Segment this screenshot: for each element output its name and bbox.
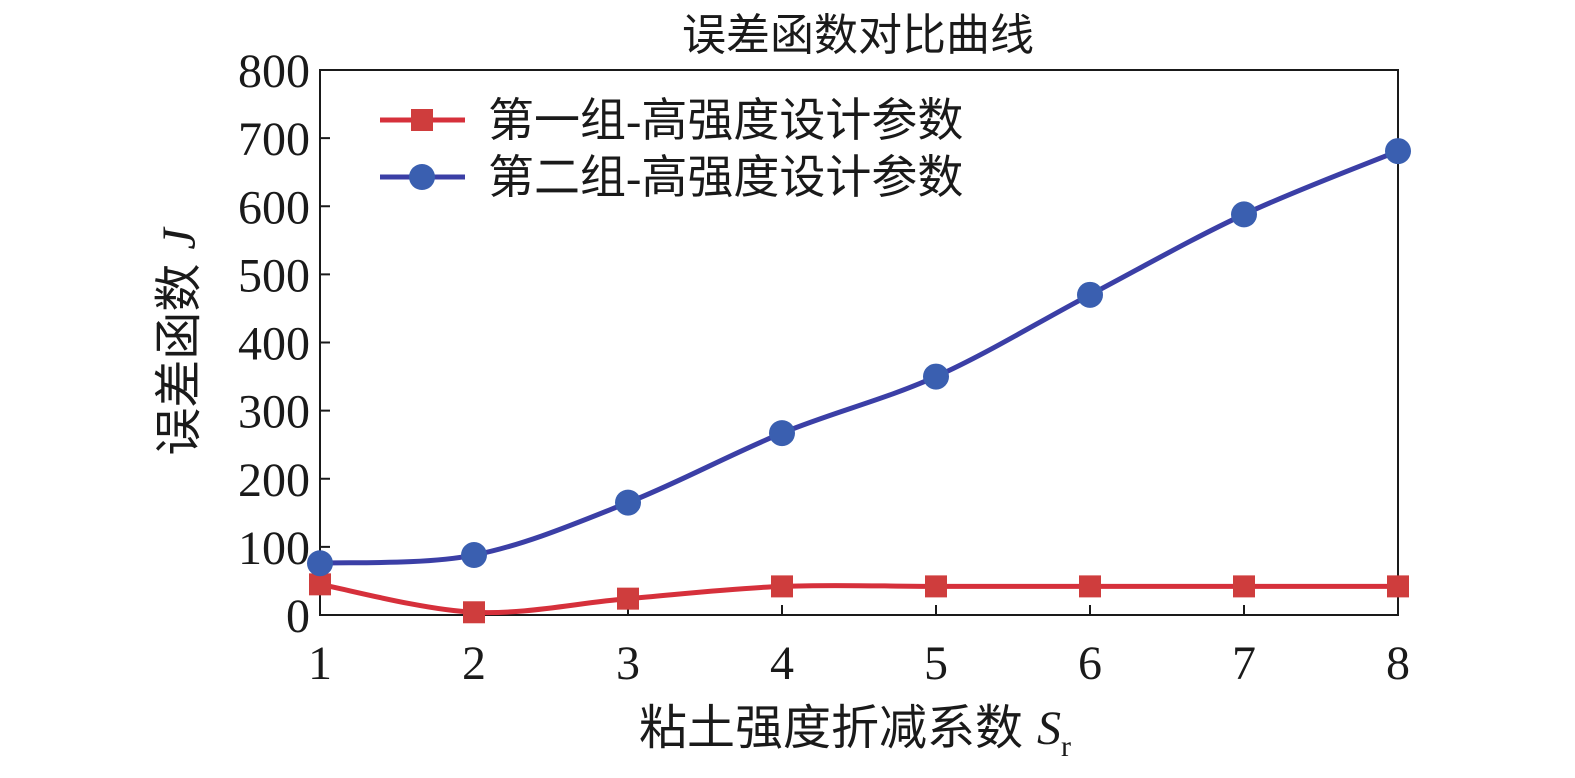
series-2 (307, 138, 1411, 577)
chart-title: 误差函数对比曲线 (682, 11, 1034, 60)
x-axis-label-subscript: r (1061, 730, 1071, 763)
legend: 第一组-高强度设计参数 第二组-高强度设计参数 (380, 95, 963, 203)
series-1-point (1233, 575, 1255, 598)
x-axis-label-text: 粘土强度折减系数 (639, 702, 1023, 755)
series-2-point (769, 420, 795, 447)
series-1-point (309, 573, 331, 596)
series-1-point (617, 587, 639, 610)
y-axis-ticks: 0 100 200 300 400 500 600 700 800 (238, 45, 330, 643)
x-tick-label: 1 (308, 637, 332, 690)
series-1-point (925, 575, 947, 598)
y-tick-label: 300 (238, 386, 310, 439)
x-axis-ticks: 1 2 3 4 5 6 7 8 (308, 605, 1410, 690)
series-1-line (319, 581, 1398, 616)
y-tick-label: 600 (238, 181, 310, 234)
series-2-point (615, 489, 641, 516)
x-tick-label: 2 (462, 637, 486, 690)
series-1-point (463, 601, 485, 624)
y-tick-label: 800 (238, 45, 310, 98)
series-1-point (1387, 575, 1409, 598)
series-1-point (771, 575, 793, 598)
series-2-point (1077, 281, 1103, 308)
x-tick-label: 5 (924, 637, 948, 690)
series-2-line (319, 148, 1399, 566)
x-axis-label-symbol: S (1037, 702, 1061, 755)
x-tick-label: 3 (616, 637, 640, 690)
series-2-point (461, 542, 487, 569)
y-tick-label: 100 (238, 522, 310, 575)
legend-label-series-2: 第二组-高强度设计参数 (488, 152, 963, 203)
x-tick-label: 4 (770, 637, 794, 690)
series-2-point (1385, 138, 1411, 165)
series-1 (309, 573, 1409, 624)
y-axis-label: 误差函数 J (153, 226, 206, 456)
legend-marker-circle (409, 164, 435, 190)
series-2-point (1231, 201, 1257, 228)
series-2-point (923, 363, 949, 390)
y-tick-label: 0 (286, 590, 310, 643)
y-tick-label: 200 (238, 454, 310, 507)
y-axis-label-text: 误差函数 (153, 264, 206, 456)
legend-marker-square (411, 109, 433, 131)
y-tick-label: 700 (238, 113, 310, 166)
series-2-point (307, 550, 333, 577)
x-tick-label: 7 (1232, 637, 1256, 690)
y-axis-label-symbol: J (153, 226, 206, 250)
x-tick-label: 6 (1078, 637, 1102, 690)
x-tick-label: 8 (1386, 637, 1410, 690)
y-tick-label: 500 (238, 249, 310, 302)
y-tick-label: 400 (238, 318, 310, 371)
series-layer (307, 138, 1411, 624)
series-1-point (1079, 575, 1101, 598)
legend-label-series-1: 第一组-高强度设计参数 (488, 95, 963, 146)
x-axis-label: 粘土强度折减系数 Sr (639, 702, 1071, 763)
